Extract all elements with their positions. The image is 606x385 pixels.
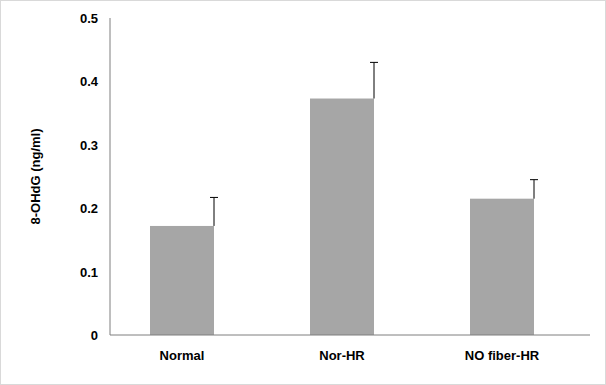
error-cap xyxy=(530,179,538,180)
y-axis xyxy=(110,18,111,335)
error-bar xyxy=(534,180,535,199)
chart: 0 0.1 0.2 0.3 0.4 0.5 8-OHdG (ng/ml) Normal Nor-… xyxy=(0,0,606,385)
y-tick-label: 0.2 xyxy=(80,201,98,216)
y-axis-label: 8-OHdG (ng/ml) xyxy=(28,128,43,224)
chart-frame xyxy=(1,1,606,385)
error-bar xyxy=(374,62,375,98)
bar xyxy=(470,199,534,335)
bars xyxy=(150,62,538,335)
error-bar xyxy=(214,197,215,226)
bar xyxy=(310,99,374,335)
y-tick-label: 0.1 xyxy=(80,265,98,280)
x-axis xyxy=(110,335,590,336)
x-tick-label: Normal xyxy=(160,348,205,363)
y-tick-label: 0 xyxy=(91,328,98,343)
y-tick-label: 0.3 xyxy=(80,138,98,153)
y-tick-label: 0.4 xyxy=(80,74,99,89)
error-cap xyxy=(210,197,218,198)
y-tick-label: 0.5 xyxy=(80,11,98,26)
error-cap xyxy=(370,62,378,63)
bar xyxy=(150,226,214,335)
x-tick-label: NO fiber-HR xyxy=(465,348,540,363)
x-tick-label: Nor-HR xyxy=(319,348,365,363)
